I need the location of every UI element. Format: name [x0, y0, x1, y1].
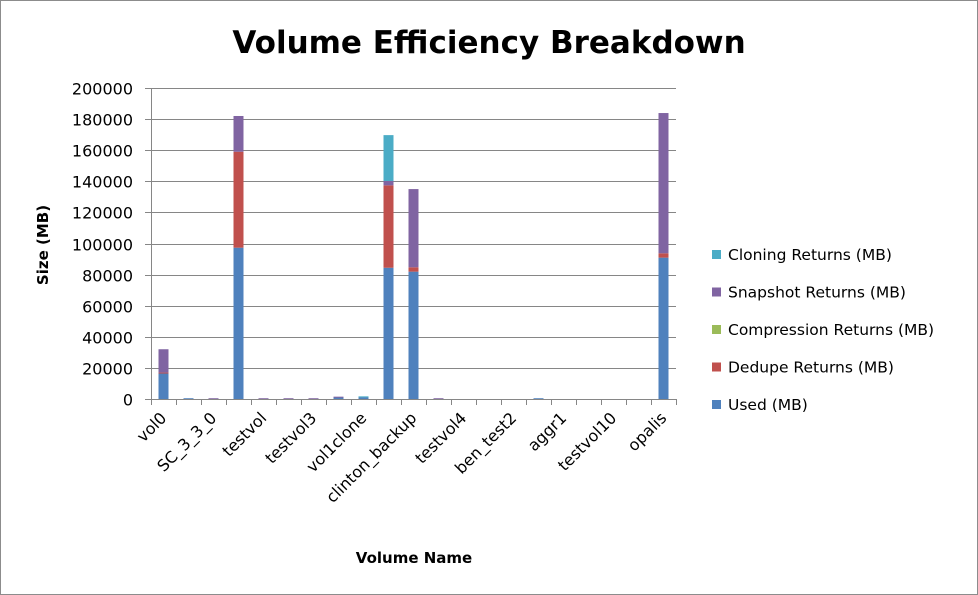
legend-swatch: [712, 287, 721, 297]
x-tick-label: clinton_backup: [322, 408, 421, 507]
bar-segment: [658, 257, 669, 399]
bar-segment: [383, 267, 394, 399]
bar-segment: [333, 396, 344, 398]
bar-segment: [408, 271, 419, 399]
y-tick-label: 80000: [82, 267, 133, 286]
legend: Cloning Returns (MB) Snapshot Returns (MB…: [712, 246, 934, 414]
y-tick-label: 200000: [72, 80, 133, 99]
legend-label: Used (MB): [728, 396, 808, 414]
bar-segment: [208, 398, 219, 400]
bar-segment: [383, 135, 394, 181]
bar-segment: [433, 398, 444, 400]
bar-segment: [358, 396, 369, 398]
y-tick-label: 120000: [72, 204, 133, 223]
bar-segment: [358, 397, 369, 399]
bar-segment: [333, 397, 344, 399]
y-tick-label: 100000: [72, 236, 133, 255]
legend-swatch: [712, 250, 721, 259]
legend-swatch: [712, 362, 721, 372]
bar-segment: [308, 398, 319, 400]
x-tick-label: aggr1: [524, 408, 571, 455]
y-tick-label: 0: [123, 391, 133, 410]
legend-label: Compression Returns (MB): [728, 321, 934, 339]
y-tick-label: 60000: [82, 298, 133, 317]
x-axis-label: Volume Name: [356, 549, 472, 567]
y-tick-label: 20000: [82, 360, 133, 379]
bar-segment: [158, 372, 169, 374]
y-tick-label: 140000: [72, 173, 133, 192]
legend-label: Dedupe Returns (MB): [728, 359, 894, 377]
bar-segment: [233, 151, 244, 248]
y-tick-label: 160000: [72, 142, 133, 161]
chart-title: Volume Efficiency Breakdown: [232, 25, 745, 61]
bar-segment: [658, 113, 669, 254]
legend-swatch: [712, 325, 721, 334]
bar-segment: [533, 398, 544, 400]
x-tick-label: opalis: [624, 408, 671, 455]
x-tick-label: vol0: [133, 408, 170, 445]
bar-segment: [383, 185, 394, 268]
legend-label: Cloning Returns (MB): [728, 246, 892, 264]
bar-segment: [183, 398, 194, 400]
bar-segment: [233, 247, 244, 399]
bar-segment: [158, 349, 169, 373]
bar-segment: [658, 253, 669, 258]
bar-segment: [408, 267, 419, 272]
legend-label: Snapshot Returns (MB): [728, 284, 906, 302]
y-tick-label: 180000: [72, 111, 133, 130]
bar-segment: [408, 189, 419, 268]
bar-segment: [258, 398, 269, 400]
bar-segment: [283, 398, 294, 400]
y-axis-label: Size (MB): [34, 205, 52, 285]
legend-swatch: [712, 400, 721, 409]
bar-segment: [158, 373, 169, 399]
bar-segment: [233, 115, 244, 152]
y-tick-label: 40000: [82, 329, 133, 348]
bar-segment: [383, 180, 394, 186]
